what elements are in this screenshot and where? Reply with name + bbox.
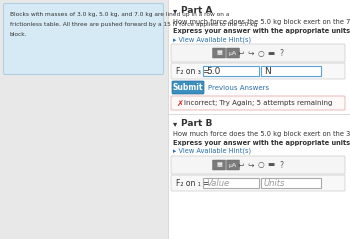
Text: Express your answer with the appropriate units.: Express your answer with the appropriate…	[173, 140, 350, 146]
Text: F₂ on ₁ =: F₂ on ₁ =	[176, 179, 210, 188]
Text: Part B: Part B	[181, 119, 212, 128]
Bar	[261, 66, 321, 76]
Text: μA: μA	[229, 50, 237, 55]
Text: Value: Value	[206, 179, 229, 188]
FancyBboxPatch shape	[171, 44, 345, 62]
Text: How much force does the 5.0 kg block exert on the 7.0 kg block?: How much force does the 5.0 kg block exe…	[173, 19, 350, 25]
Text: ↪: ↪	[248, 161, 254, 169]
Text: ?: ?	[279, 161, 283, 169]
Text: ▦: ▦	[216, 163, 222, 168]
Text: ?: ?	[279, 49, 283, 58]
Text: N: N	[264, 66, 271, 76]
Bar	[203, 66, 259, 76]
FancyBboxPatch shape	[226, 48, 239, 58]
Text: ▾: ▾	[173, 119, 177, 128]
FancyBboxPatch shape	[171, 175, 345, 191]
Text: Previous Answers: Previous Answers	[208, 85, 269, 91]
Text: ▸ View Available Hint(s): ▸ View Available Hint(s)	[173, 36, 251, 43]
Text: ↪: ↪	[248, 49, 254, 58]
FancyBboxPatch shape	[226, 160, 239, 170]
Text: ▦: ▦	[216, 50, 222, 55]
Text: block.: block.	[10, 32, 28, 37]
Text: How much force does the 5.0 kg block exert on the 3.0 kg block?: How much force does the 5.0 kg block exe…	[173, 131, 350, 137]
FancyBboxPatch shape	[212, 160, 225, 170]
FancyBboxPatch shape	[171, 156, 345, 174]
Text: Part A: Part A	[181, 6, 212, 15]
Text: ↩: ↩	[238, 161, 244, 169]
Text: Blocks with masses of 3.0 kg, 5.0 kg, and 7.0 kg are lined up in a row on a: Blocks with masses of 3.0 kg, 5.0 kg, an…	[10, 12, 229, 17]
Text: ▾: ▾	[173, 6, 177, 15]
Text: ✗: ✗	[176, 98, 183, 108]
FancyBboxPatch shape	[4, 4, 163, 75]
Text: Express your answer with the appropriate units.: Express your answer with the appropriate…	[173, 28, 350, 34]
Text: Incorrect; Try Again; 5 attempts remaining: Incorrect; Try Again; 5 attempts remaini…	[184, 100, 332, 106]
Bar	[261, 178, 321, 188]
Text: ▬: ▬	[267, 161, 275, 169]
Text: ↩: ↩	[238, 49, 244, 58]
Bar	[203, 178, 259, 188]
FancyBboxPatch shape	[171, 63, 345, 79]
Text: Submit: Submit	[173, 83, 203, 92]
Bar	[168, 0, 350, 239]
Text: F₂ on ₃ =: F₂ on ₃ =	[176, 66, 210, 76]
Text: ▸ View Available Hint(s): ▸ View Available Hint(s)	[173, 148, 251, 154]
Text: Units: Units	[264, 179, 285, 188]
Text: μA: μA	[229, 163, 237, 168]
Text: ○: ○	[258, 49, 264, 58]
Text: 5.0: 5.0	[206, 66, 220, 76]
FancyBboxPatch shape	[171, 96, 345, 110]
FancyBboxPatch shape	[172, 81, 204, 94]
Text: frictionless table. All three are pushed forward by a 15 N force applied to the : frictionless table. All three are pushed…	[10, 22, 257, 27]
Text: ▬: ▬	[267, 49, 275, 58]
FancyBboxPatch shape	[212, 48, 225, 58]
Text: ○: ○	[258, 161, 264, 169]
